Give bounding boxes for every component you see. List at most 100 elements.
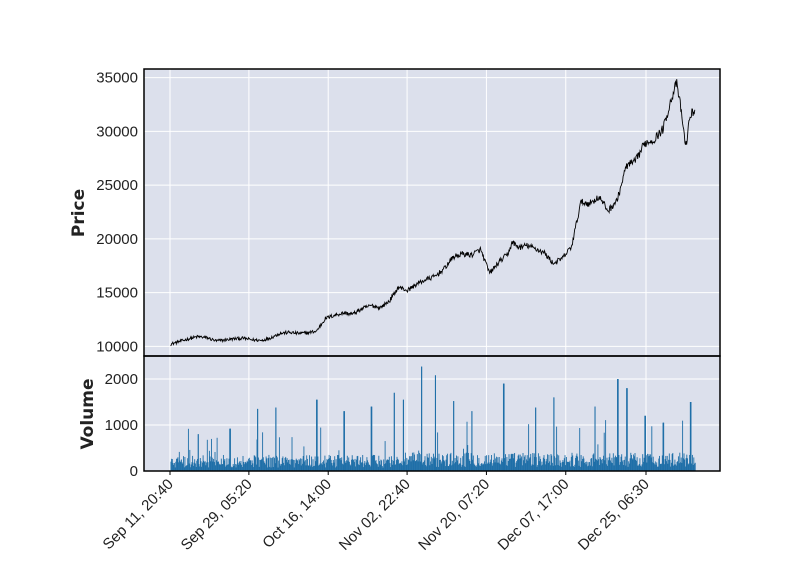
volume-bar: [313, 465, 315, 471]
volume-bar: [340, 460, 342, 471]
volume-bar-spike: [690, 402, 692, 471]
volume-bar: [527, 460, 529, 471]
volume-bar: [542, 457, 544, 471]
volume-bar: [414, 454, 415, 471]
volume-bar: [247, 461, 249, 471]
volume-bar: [335, 459, 337, 471]
volume-bar: [480, 463, 482, 471]
volume-bar-spike: [662, 422, 664, 471]
volume-bar: [450, 452, 452, 471]
volume-bar: [592, 454, 594, 471]
volume-bar: [669, 459, 671, 471]
volume-bar: [422, 462, 424, 471]
volume-bar: [630, 452, 632, 471]
volume-bar: [507, 461, 509, 471]
volume-bar: [287, 462, 289, 471]
volume-bar: [477, 455, 478, 471]
volume-bar: [251, 460, 253, 471]
volume-bar: [558, 455, 560, 471]
volume-bar: [221, 464, 223, 471]
volume-bar: [396, 456, 398, 471]
volume-bar: [640, 466, 642, 471]
volume-bar-spike: [421, 366, 423, 471]
volume-bar: [185, 466, 187, 471]
volume-bar: [386, 459, 388, 471]
volume-bar: [175, 461, 177, 471]
volume-bar: [354, 458, 356, 471]
volume-bar: [281, 458, 283, 471]
volume-bar: [442, 455, 443, 471]
volume-bar: [204, 461, 206, 471]
volume-bar: [254, 455, 256, 471]
volume-bar: [239, 461, 240, 471]
volume-bar: [428, 453, 430, 471]
volume-bar: [243, 464, 245, 471]
volume-bar: [177, 457, 179, 471]
volume-bars: [170, 366, 696, 471]
volume-bar: [216, 437, 218, 471]
x-tick-label: Nov 20, 07:20: [415, 476, 493, 554]
volume-bar: [205, 465, 207, 471]
volume-bar: [411, 456, 413, 471]
volume-bar: [481, 464, 483, 471]
volume-bar: [428, 457, 429, 471]
volume-bar: [639, 458, 641, 471]
volume-bar: [217, 461, 219, 471]
volume-bar: [509, 458, 511, 471]
volume-bar: [470, 453, 472, 471]
volume-bar: [195, 466, 197, 471]
volume-bar: [542, 464, 544, 471]
volume-bar: [667, 463, 669, 471]
volume-bar: [519, 458, 520, 471]
volume-bar: [355, 459, 357, 471]
volume-bar: [388, 456, 390, 471]
volume-bar: [461, 464, 463, 471]
volume-bar: [642, 454, 644, 471]
volume-bar: [369, 464, 371, 471]
volume-bar: [485, 464, 487, 471]
volume-bar: [342, 464, 344, 471]
volume-bar: [447, 466, 449, 471]
volume-bar: [607, 465, 609, 471]
volume-bar: [269, 466, 271, 471]
volume-bar: [249, 460, 251, 471]
volume-bar: [473, 463, 475, 471]
volume-bar: [282, 456, 284, 471]
volume-bar: [225, 465, 227, 471]
volume-bar: [274, 463, 276, 471]
volume-bar: [295, 458, 297, 471]
volume-bar: [382, 467, 384, 471]
volume-bar: [512, 453, 513, 471]
volume-bar: [599, 457, 601, 471]
volume-bar: [299, 460, 301, 471]
volume-bar: [561, 466, 562, 471]
volume-bar: [596, 460, 598, 471]
volume-bar: [614, 455, 616, 471]
volume-bar: [277, 467, 279, 471]
volume-bar: [279, 463, 281, 471]
volume-bar: [405, 465, 407, 471]
volume-bar: [436, 457, 438, 471]
volume-bar: [656, 462, 658, 471]
volume-bar: [417, 461, 419, 471]
volume-bar: [390, 467, 392, 471]
volume-bar: [549, 465, 551, 471]
volume-bar-spike: [617, 379, 619, 471]
volume-bar: [659, 463, 661, 471]
volume-bar: [351, 455, 353, 471]
volume-bar: [470, 463, 471, 471]
volume-bar: [227, 464, 229, 471]
volume-bar: [244, 462, 246, 471]
volume-bar: [494, 462, 496, 471]
volume-bar: [281, 463, 282, 471]
volume-bar: [425, 466, 427, 471]
volume-bar: [197, 458, 198, 471]
volume-bar: [238, 464, 240, 471]
volume-panel-frame: [143, 355, 721, 472]
volume-bar: [619, 464, 621, 471]
volume-bar: [643, 457, 645, 471]
volume-bar: [178, 451, 180, 471]
volume-bar: [315, 461, 317, 471]
volume-bar: [319, 463, 321, 471]
volume-bar: [349, 464, 351, 471]
